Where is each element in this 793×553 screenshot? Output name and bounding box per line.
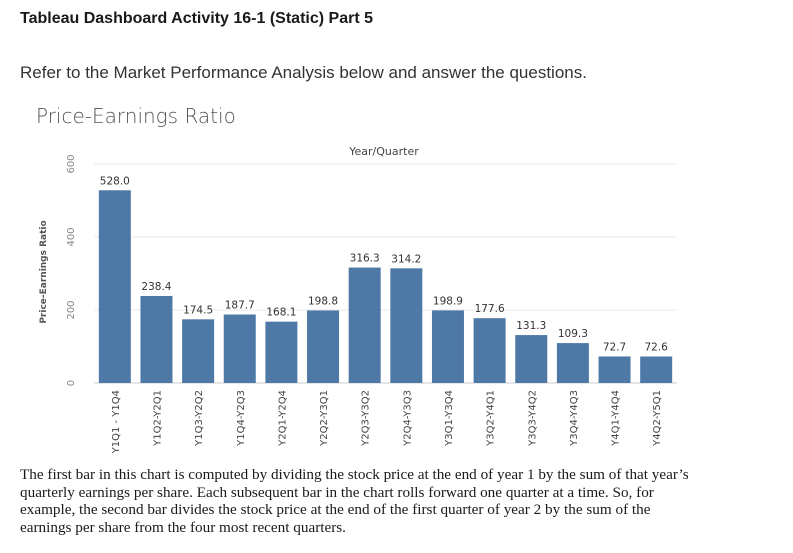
bar[interactable] bbox=[598, 356, 631, 383]
bar-value-label: 168.1 bbox=[266, 307, 296, 319]
gridlines bbox=[94, 163, 677, 384]
bar[interactable] bbox=[348, 267, 381, 383]
instruction-text: Refer to the Market Performance Analysis… bbox=[20, 63, 587, 82]
category-label: Y3Q3-Y4Q2 bbox=[527, 390, 538, 447]
y-axis-ticks: 0 200 400 600 bbox=[66, 154, 77, 386]
bar-value-label: 187.7 bbox=[225, 299, 255, 311]
bar-value-label: 177.6 bbox=[475, 303, 505, 315]
bar-value-label: 131.3 bbox=[516, 320, 546, 332]
y-tick-label: 400 bbox=[66, 227, 77, 246]
category-label: Y2Q4-Y3Q3 bbox=[402, 390, 413, 447]
chart-title: Price-Earnings Ratio bbox=[36, 104, 236, 128]
bar[interactable] bbox=[307, 310, 340, 383]
page-title: Tableau Dashboard Activity 16-1 (Static)… bbox=[20, 10, 373, 27]
bar-value-label: 198.9 bbox=[433, 295, 463, 307]
bar-value-label: 72.6 bbox=[644, 342, 668, 354]
bar-value-label: 109.3 bbox=[558, 328, 588, 340]
bar-value-label: 198.8 bbox=[308, 295, 338, 307]
category-label: Y3Q1-Y3Q4 bbox=[444, 390, 455, 447]
bar[interactable] bbox=[223, 314, 256, 383]
bar[interactable] bbox=[640, 356, 673, 383]
category-label: Y2Q2-Y3Q1 bbox=[319, 390, 330, 447]
category-labels: Y1Q1 - Y1Q4 Y1Q2-Y2Q1 Y1Q3-Y2Q2 Y1Q4-Y2Q3 Y2… bbox=[111, 390, 663, 454]
category-label: Y1Q1 - Y1Q4 bbox=[111, 390, 122, 454]
bar-value-label: 528.0 bbox=[100, 175, 130, 187]
bar[interactable] bbox=[140, 295, 173, 383]
bar[interactable] bbox=[431, 310, 464, 383]
bar[interactable] bbox=[390, 268, 423, 383]
caption-text: The first bar in this chart is computed … bbox=[20, 466, 689, 536]
category-label: Y1Q4-Y2Q3 bbox=[236, 390, 247, 447]
y-tick-label: 200 bbox=[66, 300, 77, 319]
category-label: Y1Q3-Y2Q2 bbox=[194, 390, 205, 447]
category-label: Y3Q4-Y4Q3 bbox=[569, 390, 580, 447]
bar[interactable] bbox=[265, 321, 298, 383]
y-tick-label: 0 bbox=[66, 380, 77, 386]
bar[interactable] bbox=[515, 335, 548, 383]
bar-value-label: 314.2 bbox=[391, 253, 421, 265]
bar[interactable] bbox=[473, 318, 506, 383]
bar-value-label: 238.4 bbox=[141, 281, 171, 293]
y-axis-title: Price-Earnings Ratio bbox=[39, 220, 49, 323]
category-label: Y4Q1-Y4Q4 bbox=[611, 390, 622, 447]
bar-value-label: 174.5 bbox=[183, 304, 213, 316]
category-label: Y2Q3-Y3Q2 bbox=[361, 390, 372, 447]
category-label: Y4Q2-Y5Q1 bbox=[652, 390, 663, 447]
x-axis-header: Year/Quarter bbox=[348, 145, 419, 158]
category-label: Y3Q2-Y4Q1 bbox=[486, 390, 497, 447]
bar-value-labels: 528.0 238.4 174.5 187.7 168.1 198.8 316.3 314.2… bbox=[100, 175, 668, 353]
category-label: Y2Q1-Y2Q4 bbox=[277, 390, 288, 447]
bar-value-label: 72.7 bbox=[603, 341, 626, 353]
category-label: Y1Q2-Y2Q1 bbox=[152, 390, 163, 447]
bar-value-label: 316.3 bbox=[350, 253, 380, 265]
bar[interactable] bbox=[182, 319, 215, 383]
bar[interactable] bbox=[556, 343, 589, 383]
y-tick-label: 600 bbox=[66, 154, 77, 173]
bar[interactable] bbox=[98, 190, 131, 383]
bars bbox=[98, 190, 673, 383]
